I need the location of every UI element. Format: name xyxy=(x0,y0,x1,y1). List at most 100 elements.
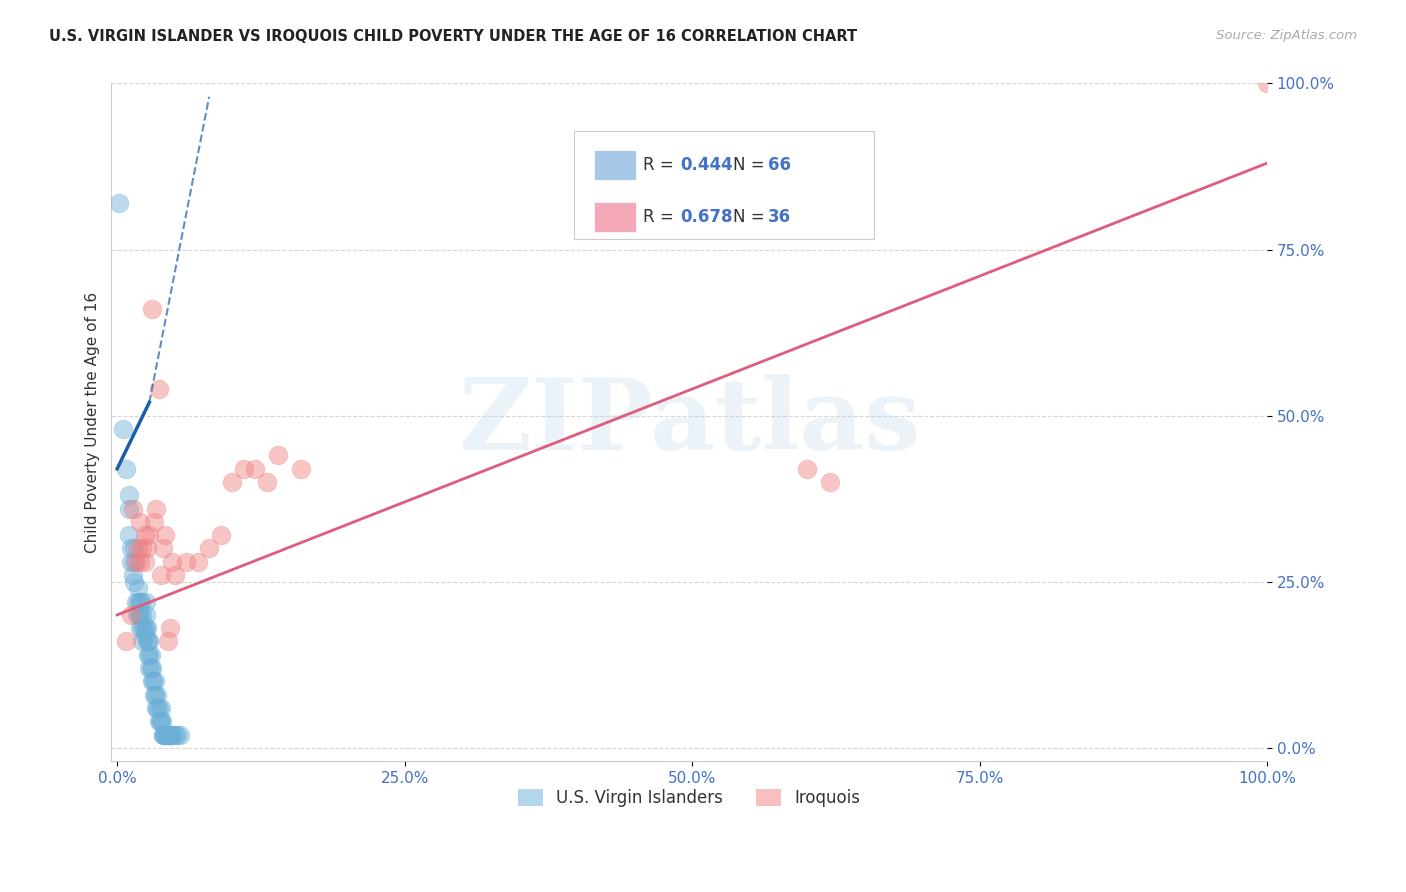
Point xyxy=(155,727,177,741)
Point xyxy=(139,661,162,675)
Point xyxy=(152,727,174,741)
Point xyxy=(187,555,209,569)
Point xyxy=(136,634,159,648)
Point xyxy=(120,541,142,556)
Point xyxy=(134,528,156,542)
Text: 0.444: 0.444 xyxy=(681,156,733,174)
Point xyxy=(120,555,142,569)
FancyBboxPatch shape xyxy=(574,131,875,239)
Point xyxy=(138,528,160,542)
Point xyxy=(221,475,243,489)
Point xyxy=(118,501,141,516)
Point xyxy=(146,701,169,715)
Point xyxy=(124,594,146,608)
Point xyxy=(149,714,172,729)
Point xyxy=(160,727,183,741)
Point xyxy=(156,727,179,741)
Point xyxy=(145,501,167,516)
Point xyxy=(129,555,152,569)
Point xyxy=(153,727,176,741)
Y-axis label: Child Poverty Under the Age of 16: Child Poverty Under the Age of 16 xyxy=(86,292,100,553)
Legend: U.S. Virgin Islanders, Iroquois: U.S. Virgin Islanders, Iroquois xyxy=(512,782,868,814)
Point xyxy=(118,488,141,502)
Point xyxy=(162,727,184,741)
Point xyxy=(134,555,156,569)
Point xyxy=(159,727,181,741)
Point xyxy=(152,727,174,741)
Text: U.S. VIRGIN ISLANDER VS IROQUOIS CHILD POVERTY UNDER THE AGE OF 16 CORRELATION C: U.S. VIRGIN ISLANDER VS IROQUOIS CHILD P… xyxy=(49,29,858,44)
Point xyxy=(232,462,254,476)
Point xyxy=(1256,77,1278,91)
Point xyxy=(141,674,163,689)
Point xyxy=(115,634,138,648)
Point xyxy=(163,568,186,582)
Point xyxy=(148,382,170,396)
Point xyxy=(142,515,165,529)
Point xyxy=(134,628,156,642)
Point xyxy=(129,515,152,529)
Point xyxy=(166,727,188,741)
Point xyxy=(142,688,165,702)
Point xyxy=(818,475,841,489)
Text: R =: R = xyxy=(643,208,679,226)
Point xyxy=(108,196,131,211)
Text: 36: 36 xyxy=(768,208,792,226)
Point xyxy=(169,727,191,741)
Point xyxy=(135,621,157,635)
Point xyxy=(136,648,159,662)
Point xyxy=(118,528,141,542)
Point xyxy=(267,449,290,463)
Point xyxy=(141,661,163,675)
Point xyxy=(135,594,157,608)
Point xyxy=(135,607,157,622)
Point xyxy=(139,648,162,662)
Text: 66: 66 xyxy=(768,156,790,174)
Point xyxy=(156,634,179,648)
Text: Source: ZipAtlas.com: Source: ZipAtlas.com xyxy=(1216,29,1357,42)
Point xyxy=(174,555,197,569)
Point xyxy=(131,607,153,622)
Point xyxy=(163,727,186,741)
Point xyxy=(148,701,170,715)
Point xyxy=(136,541,159,556)
Point xyxy=(142,674,165,689)
Point xyxy=(131,634,153,648)
Point xyxy=(143,688,166,702)
Point xyxy=(146,688,169,702)
Point xyxy=(290,462,312,476)
Point xyxy=(124,541,146,556)
Point xyxy=(149,714,172,729)
Text: N =: N = xyxy=(733,208,770,226)
Text: 0.678: 0.678 xyxy=(681,208,733,226)
FancyBboxPatch shape xyxy=(595,150,636,179)
Point xyxy=(129,607,152,622)
Point xyxy=(132,621,155,635)
Point xyxy=(138,634,160,648)
Point xyxy=(155,727,177,741)
Point xyxy=(141,302,163,317)
Point xyxy=(129,621,152,635)
Point xyxy=(143,674,166,689)
FancyBboxPatch shape xyxy=(595,202,636,232)
Point xyxy=(115,462,138,476)
Point xyxy=(256,475,278,489)
Point xyxy=(131,621,153,635)
Point xyxy=(157,727,180,741)
Point xyxy=(149,568,172,582)
Point xyxy=(150,714,173,729)
Point xyxy=(127,582,149,596)
Point xyxy=(129,594,152,608)
Point xyxy=(124,555,146,569)
Point xyxy=(124,555,146,569)
Point xyxy=(127,594,149,608)
Point xyxy=(148,714,170,729)
Text: R =: R = xyxy=(643,156,679,174)
Point xyxy=(243,462,266,476)
Point xyxy=(131,594,153,608)
Text: N =: N = xyxy=(733,156,770,174)
Point xyxy=(796,462,818,476)
Point xyxy=(127,541,149,556)
Point xyxy=(124,574,146,589)
Point xyxy=(159,621,181,635)
Point xyxy=(122,568,145,582)
